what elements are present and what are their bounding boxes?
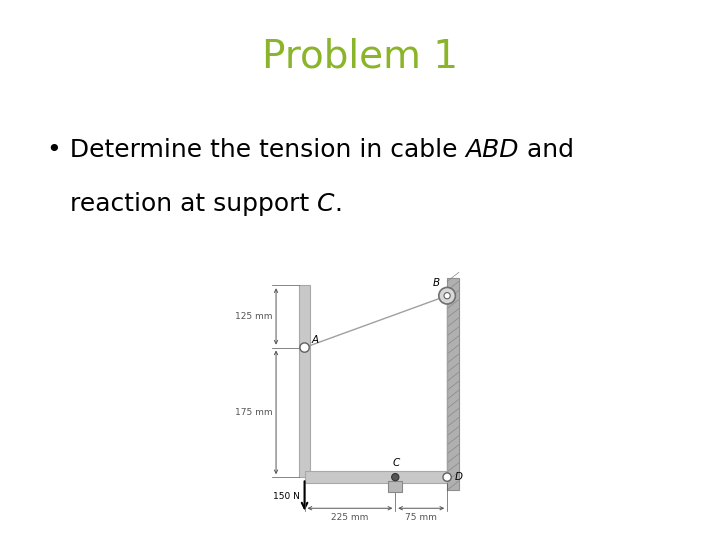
Circle shape <box>300 343 309 352</box>
Text: 125 mm: 125 mm <box>235 312 273 321</box>
Bar <box>388 481 402 492</box>
Text: D: D <box>454 472 462 482</box>
Polygon shape <box>299 285 310 477</box>
Text: 75 mm: 75 mm <box>405 513 437 522</box>
Text: • Determine the tension in cable: • Determine the tension in cable <box>47 138 465 161</box>
Text: 175 mm: 175 mm <box>235 408 273 417</box>
Text: 150 N: 150 N <box>272 492 300 501</box>
Text: .: . <box>335 192 343 215</box>
Circle shape <box>443 473 451 481</box>
Text: B: B <box>433 279 440 288</box>
Circle shape <box>438 287 456 304</box>
Text: C: C <box>317 192 335 215</box>
Bar <box>447 278 459 490</box>
Polygon shape <box>305 471 447 483</box>
Text: ABD: ABD <box>465 138 519 161</box>
Text: and: and <box>519 138 574 161</box>
Text: A: A <box>312 335 319 345</box>
Text: C: C <box>393 458 400 468</box>
Circle shape <box>444 293 450 299</box>
Circle shape <box>392 474 399 481</box>
Text: reaction at support: reaction at support <box>70 192 317 215</box>
Text: 225 mm: 225 mm <box>331 513 369 522</box>
Text: Problem 1: Problem 1 <box>262 38 458 76</box>
